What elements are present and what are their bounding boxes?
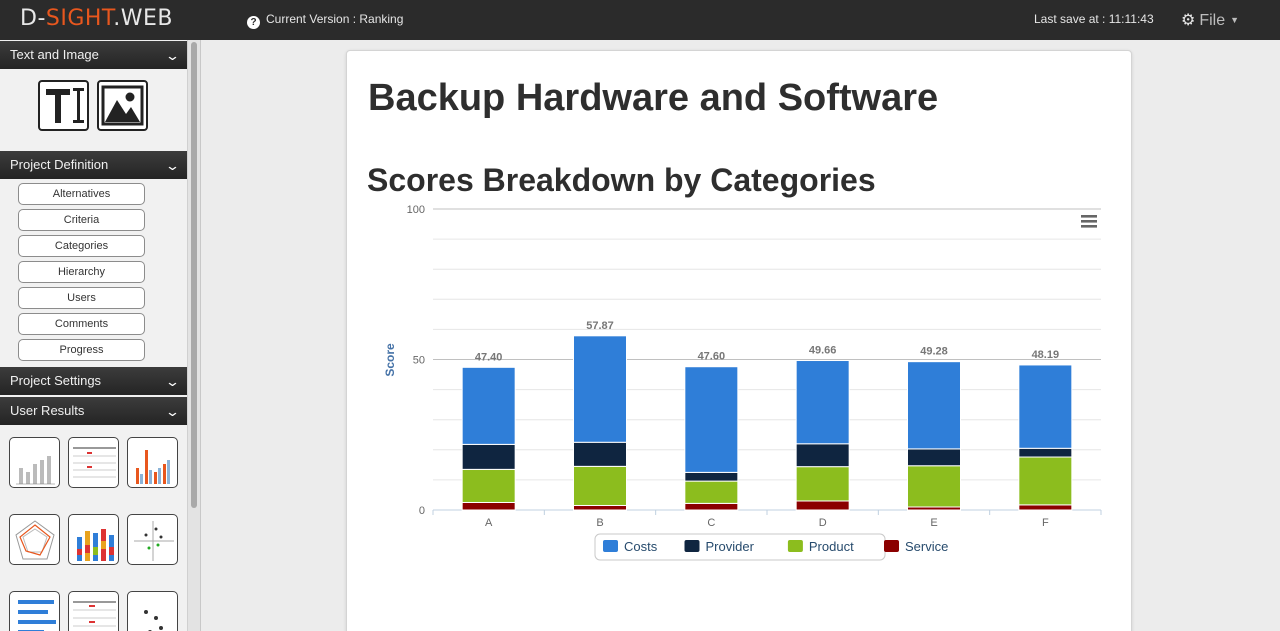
stacked-bar-chart: 0 50 100 A B C D E F 47.40 57.87 47.60 49.66 49.28 48…: [383, 204, 1102, 561]
app-logo[interactable]: D-SIGHT.WEB: [20, 6, 174, 31]
legend-swatch: [684, 540, 700, 552]
x-tick-label: A: [485, 517, 493, 529]
bar-segment-costs: [461, 366, 516, 445]
scatter-plot-2-thumbnail[interactable]: [127, 591, 178, 631]
scatter-plot-thumbnail[interactable]: [127, 514, 178, 565]
bar-segment-costs: [1018, 364, 1073, 449]
section-text-and-image[interactable]: Text and Image ⌄: [0, 41, 187, 69]
table-thumbnail[interactable]: [68, 437, 119, 488]
bar-segment-product: [907, 465, 961, 508]
version-label: Current Version : Ranking: [266, 12, 404, 26]
bar-segment-costs: [907, 361, 961, 450]
bar-segment-product: [795, 466, 850, 502]
bar-segment-provider: [795, 443, 850, 468]
legend-item-label: Provider: [706, 539, 755, 554]
chart-menu-icon[interactable]: [1081, 215, 1097, 228]
x-tick-label: C: [707, 517, 715, 529]
grouped-bar-chart-thumbnail[interactable]: [127, 437, 178, 488]
last-save-status: Last save at : 11:11:43: [1034, 12, 1154, 26]
chart-heading: Scores Breakdown by Categories: [367, 162, 876, 198]
stacked-bar-chart-thumbnail[interactable]: [68, 514, 119, 565]
nav-users[interactable]: Users: [18, 287, 145, 309]
chart-axes: 0 50 100 A B C D E F: [407, 204, 1102, 529]
bar-segment-product: [684, 480, 739, 504]
caret-down-icon: ▼: [1230, 15, 1240, 25]
chart-grid: [433, 208, 1101, 511]
chevron-down-icon: ⌄: [164, 404, 181, 419]
horizontal-bar-chart-thumbnail[interactable]: [9, 591, 60, 631]
bar-segment-provider: [573, 441, 627, 467]
total-data-label: 47.40: [475, 351, 503, 363]
bar-segment-costs: [684, 366, 739, 473]
gear-icon: ⚙: [1181, 12, 1196, 29]
bar-segment-costs: [573, 335, 627, 443]
nav-comments[interactable]: Comments: [18, 313, 145, 335]
bar-segment-service: [795, 500, 850, 511]
x-tick-label: F: [1042, 517, 1049, 529]
x-tick-label: E: [930, 517, 937, 529]
section-project-settings[interactable]: Project Settings ⌄: [0, 367, 187, 395]
y-axis-title: Score: [383, 343, 397, 377]
chevron-down-icon: ⌄: [164, 48, 181, 63]
total-data-label: 49.28: [920, 346, 948, 358]
bar-segment-provider: [907, 448, 961, 467]
nav-criteria[interactable]: Criteria: [18, 209, 145, 231]
data-table-thumbnail[interactable]: [68, 591, 119, 631]
chevron-down-icon: ⌄: [164, 374, 181, 389]
legend-item-label: Costs: [624, 539, 658, 554]
file-menu-button[interactable]: ⚙ File ▼: [1181, 10, 1239, 30]
bar-segment-product: [461, 468, 516, 503]
x-tick-label: D: [819, 517, 827, 529]
x-tick-label: B: [596, 517, 603, 529]
legend-item-label: Service: [905, 539, 948, 554]
nav-hierarchy[interactable]: Hierarchy: [18, 261, 145, 283]
report-card: Backup Hardware and Software Scores Brea…: [346, 50, 1132, 631]
bar-segment-provider: [1018, 447, 1073, 458]
bar-segment-provider: [461, 443, 516, 470]
legend-swatch: [884, 540, 899, 552]
total-data-label: 49.66: [809, 345, 837, 357]
total-data-label: 57.87: [586, 320, 614, 332]
chart-bars: [461, 335, 1073, 511]
text-tool-icon[interactable]: [38, 80, 89, 131]
radar-chart-thumbnail[interactable]: [9, 514, 60, 565]
bar-segment-costs: [795, 360, 850, 445]
top-bar: D-SIGHT.WEB ? Current Version : Ranking L…: [0, 0, 1280, 40]
image-tool-icon[interactable]: [97, 80, 148, 131]
current-version[interactable]: ? Current Version : Ranking: [247, 12, 403, 29]
total-data-label: 48.19: [1032, 349, 1060, 361]
bar-segment-product: [573, 465, 627, 506]
bar-segment-provider: [684, 471, 739, 482]
chevron-down-icon: ⌄: [164, 158, 181, 173]
section-user-results[interactable]: User Results ⌄: [0, 397, 187, 425]
chart-data-labels: 47.40 57.87 47.60 49.66 49.28 48.19: [475, 320, 1059, 364]
nav-progress[interactable]: Progress: [18, 339, 145, 361]
bar-segment-service: [684, 502, 739, 511]
bar-segment-service: [461, 501, 516, 511]
file-menu-label: File: [1199, 12, 1226, 29]
sidebar: Text and Image ⌄ Project Definition ⌄ Alte…: [0, 40, 187, 631]
page-title: Backup Hardware and Software: [368, 77, 939, 119]
legend-swatch: [603, 540, 618, 552]
bar-segment-product: [1018, 456, 1073, 506]
y-tick-label: 50: [413, 355, 425, 367]
help-icon[interactable]: ?: [247, 16, 260, 29]
chart-legend: Costs Provider Product Service: [594, 533, 948, 561]
sidebar-scrollbar-thumb[interactable]: [191, 42, 197, 508]
nav-alternatives[interactable]: Alternatives: [18, 183, 145, 205]
nav-categories[interactable]: Categories: [18, 235, 145, 257]
y-tick-label: 100: [407, 204, 425, 216]
total-data-label: 47.60: [698, 351, 726, 363]
main-panel: Backup Hardware and Software Scores Brea…: [201, 40, 1280, 631]
bar-segment-service: [1018, 504, 1073, 511]
sidebar-scrollbar[interactable]: [187, 40, 201, 631]
legend-item-label: Product: [809, 539, 854, 554]
y-tick-label: 0: [419, 505, 425, 517]
section-project-definition[interactable]: Project Definition ⌄: [0, 151, 187, 179]
legend-swatch: [787, 540, 803, 552]
bar-segment-service: [573, 504, 627, 511]
bar-chart-thumbnail[interactable]: [9, 437, 60, 488]
